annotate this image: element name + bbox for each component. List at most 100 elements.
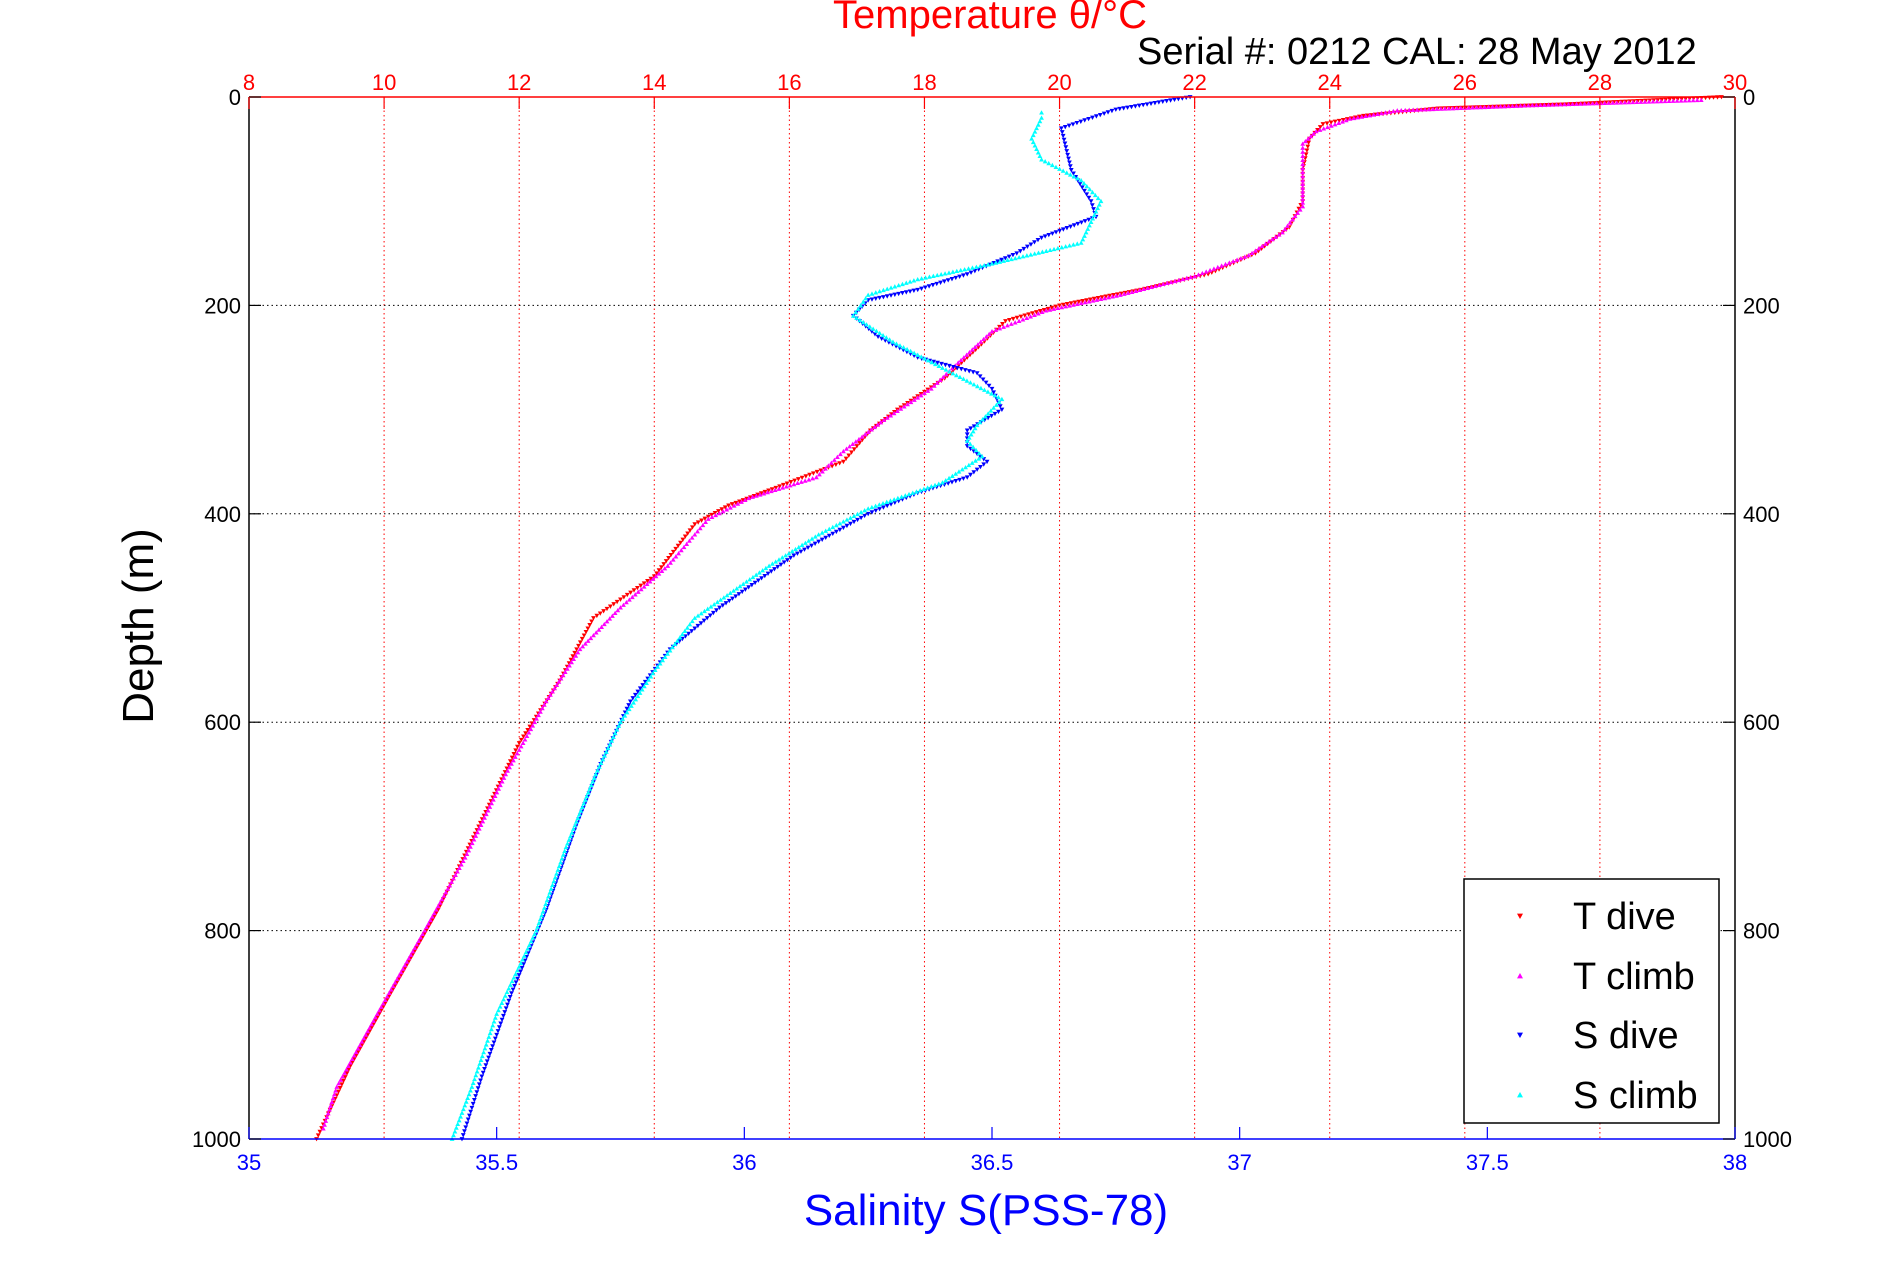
data-point — [993, 260, 999, 265]
data-point — [1458, 105, 1464, 111]
data-point — [1180, 276, 1186, 282]
data-point — [733, 500, 739, 506]
data-point — [684, 625, 690, 630]
data-point — [1474, 105, 1480, 110]
data-point — [989, 413, 994, 419]
data-point — [414, 942, 420, 947]
data-point — [1249, 250, 1255, 256]
data-point — [897, 343, 903, 348]
data-point — [1230, 258, 1236, 264]
data-point — [538, 709, 543, 714]
data-point — [1064, 301, 1070, 307]
data-point — [1442, 106, 1448, 111]
data-point — [1110, 294, 1115, 299]
data-point — [707, 613, 713, 618]
data-point — [1033, 310, 1039, 315]
data-point — [1199, 270, 1205, 276]
data-point — [954, 372, 959, 378]
data-point — [1518, 103, 1523, 108]
data-point — [1030, 311, 1035, 316]
data-point — [471, 1098, 477, 1103]
data-point — [468, 844, 473, 849]
data-point — [477, 1061, 483, 1066]
data-point — [935, 360, 940, 366]
data-point — [1336, 120, 1342, 125]
data-point — [867, 324, 873, 329]
data-point — [1300, 145, 1306, 150]
data-point — [1466, 105, 1472, 110]
data-point — [1184, 275, 1190, 281]
data-point — [877, 288, 882, 294]
data-point — [466, 1091, 472, 1097]
data-point — [1076, 299, 1082, 305]
data-point — [1051, 246, 1057, 252]
data-point — [934, 272, 940, 278]
data-point — [1347, 116, 1353, 121]
data-point — [816, 532, 822, 537]
data-point — [1098, 198, 1104, 204]
data-point — [552, 875, 558, 880]
data-point — [433, 907, 439, 912]
data-point — [1290, 217, 1295, 222]
data-point — [1064, 149, 1070, 154]
data-point — [1035, 122, 1041, 127]
data-point — [938, 272, 944, 277]
data-point — [857, 441, 863, 446]
data-point — [966, 369, 972, 374]
data-point — [491, 1019, 497, 1024]
data-point — [810, 476, 816, 481]
data-point — [730, 596, 735, 601]
data-point — [558, 859, 564, 865]
data-point — [1246, 252, 1252, 258]
data-point — [925, 388, 931, 393]
data-point — [1057, 303, 1062, 308]
data-point — [1371, 112, 1377, 117]
data-point — [581, 633, 587, 638]
data-point — [970, 429, 976, 434]
data-point — [791, 481, 797, 487]
data-point — [575, 650, 581, 655]
data-point — [501, 775, 507, 780]
data-point — [1351, 115, 1357, 121]
data-point — [668, 552, 674, 558]
data-point — [878, 420, 884, 425]
data-point — [1014, 315, 1020, 321]
data-point — [805, 545, 811, 550]
data-point — [796, 544, 802, 550]
data-point — [978, 339, 984, 344]
data-point — [1082, 299, 1088, 305]
data-point — [327, 1107, 332, 1112]
x-tick-label-bottom-3: 36.5 — [971, 1150, 1014, 1175]
data-point — [473, 1072, 479, 1078]
data-point — [705, 606, 711, 611]
data-point — [850, 313, 856, 318]
data-point — [1071, 302, 1076, 307]
data-point — [591, 616, 596, 621]
data-point — [1582, 101, 1588, 106]
data-point — [1042, 159, 1048, 164]
data-point — [971, 424, 977, 429]
data-point — [564, 666, 570, 671]
data-point — [816, 539, 822, 544]
data-point — [1062, 141, 1068, 146]
data-point — [1090, 115, 1095, 120]
data-point — [1125, 290, 1131, 295]
data-point — [1626, 99, 1632, 105]
data-point — [883, 335, 889, 340]
data-point — [1164, 99, 1170, 104]
data-point — [899, 494, 905, 499]
data-point — [515, 976, 520, 982]
data-point — [1094, 297, 1100, 302]
data-point — [1089, 203, 1095, 208]
data-point — [695, 623, 701, 629]
data-point — [1533, 102, 1539, 108]
data-point — [1064, 226, 1070, 231]
data-point — [1276, 232, 1282, 237]
data-point — [1062, 125, 1068, 130]
data-point — [511, 751, 517, 757]
data-point — [1018, 314, 1024, 319]
data-point — [376, 1008, 382, 1013]
data-point — [1091, 296, 1097, 302]
data-point — [1024, 244, 1030, 250]
data-point — [1086, 299, 1092, 304]
